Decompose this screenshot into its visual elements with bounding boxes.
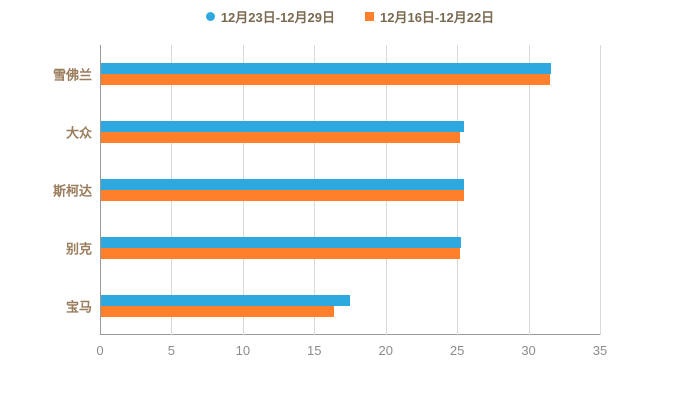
bar-series1-cat4 (101, 306, 334, 317)
x-tick-label: 20 (378, 343, 393, 358)
category-label: 大众 (65, 125, 92, 141)
bar-series0-cat0 (101, 63, 551, 74)
bar-series0-cat3 (101, 237, 461, 248)
legend-square-marker-icon (365, 12, 374, 21)
category-label: 宝马 (65, 299, 92, 315)
x-axis-line (100, 334, 600, 335)
bar-series1-cat2 (101, 190, 464, 201)
x-tick-label: 10 (235, 343, 251, 358)
bar-series1-cat0 (101, 74, 550, 85)
x-tick-label: 15 (307, 343, 322, 358)
bar-series1-cat3 (101, 248, 460, 259)
category-label: 别克 (65, 241, 92, 257)
bar-series0-cat4 (101, 295, 350, 306)
legend-label: 12月16日-12月22日 (380, 10, 495, 25)
x-tick-label: 30 (521, 343, 536, 358)
legend-item-0[interactable]: 12月23日-12月29日 (205, 7, 335, 26)
bar-series1-cat1 (101, 132, 460, 143)
category-label: 斯柯达 (52, 183, 92, 199)
category-label: 雪佛兰 (52, 67, 92, 83)
x-tick-label: 35 (592, 343, 608, 358)
gridline (600, 45, 601, 335)
x-tick-label: 0 (96, 343, 104, 358)
x-tick-label: 5 (167, 343, 176, 358)
bar-series0-cat2 (101, 179, 464, 190)
x-tick-label: 25 (449, 343, 465, 358)
y-axis-line (100, 45, 101, 335)
plot-area (100, 45, 601, 335)
chart-legend: 12月23日-12月29日 12月16日-12月22日 (0, 7, 700, 26)
gridline (528, 45, 530, 335)
legend-circle-marker-icon (205, 12, 215, 21)
legend-item-1[interactable]: 12月16日-12月22日 (365, 7, 494, 26)
legend-label: 12月23日-12月29日 (220, 10, 335, 25)
bar-series0-cat1 (101, 121, 464, 132)
